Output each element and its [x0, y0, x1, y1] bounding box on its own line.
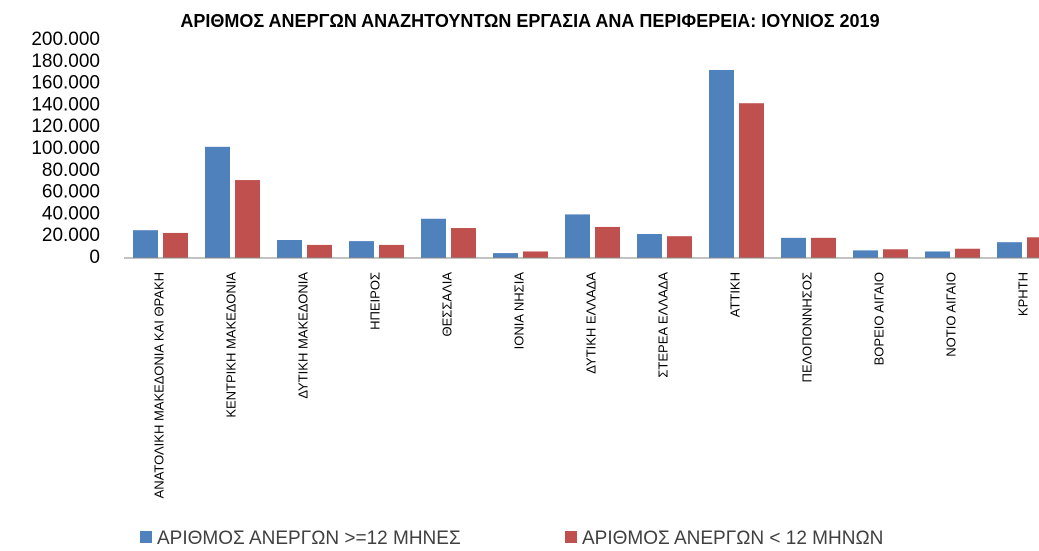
y-tick-label: 80.000 [42, 160, 100, 181]
y-tick-label: 40.000 [42, 203, 100, 224]
legend-label: ΑΡΙΘΜΟΣ ΑΝΕΡΓΩΝ >=12 ΜΗΝΕΣ [157, 528, 461, 549]
bar [349, 241, 374, 258]
bar [955, 248, 980, 258]
x-tick-label: ΚΕΝΤΡΙΚΗ ΜΑΚΕΔΟΝΙΑ [223, 272, 238, 418]
bar [235, 180, 260, 258]
bar [739, 103, 764, 258]
y-tick-label: 140.000 [31, 94, 100, 115]
bar [709, 69, 734, 258]
x-tick-label: ΒΟΡΕΙΟ ΑΙΓΑΙΟ [871, 272, 886, 365]
x-tick-label: ΚΡΗΤΗ [1015, 272, 1030, 316]
bar [421, 218, 446, 258]
bar [595, 226, 620, 258]
x-tick-label: ΑΝΑΤΟΛΙΚΗ ΜΑΚΕΔΟΝΙΑ ΚΑΙ ΘΡΑΚΗ [151, 272, 166, 498]
bar [997, 242, 1022, 258]
bar [565, 214, 590, 258]
legend-swatch [140, 531, 152, 543]
legend-label: ΑΡΙΘΜΟΣ ΑΝΕΡΓΩΝ < 12 ΜΗΝΩΝ [582, 528, 883, 549]
bar [667, 236, 692, 258]
bar [451, 228, 476, 258]
bar [811, 237, 836, 258]
x-tick-label: ΗΠΕΙΡΟΣ [367, 272, 382, 330]
bar [781, 237, 806, 258]
x-tick-label: ΘΕΣΣΑΛΙΑ [439, 272, 454, 337]
bar [523, 251, 548, 258]
bar [307, 244, 332, 258]
bar [379, 244, 404, 258]
x-tick-label: ΔΥΤΙΚΗ ΜΑΚΕΔΟΝΙΑ [295, 272, 310, 399]
x-tick-label: ΔΥΤΙΚΗ ΕΛΛΑΔΑ [583, 272, 598, 374]
bar [1027, 237, 1039, 258]
x-tick-label: ΙΟΝΙΑ ΝΗΣΙΑ [511, 272, 526, 350]
legend-swatch [565, 531, 577, 543]
y-tick-label: 20.000 [42, 225, 100, 246]
y-tick-label: 60.000 [42, 182, 100, 203]
bar [277, 240, 302, 258]
bar [205, 146, 230, 258]
bar [925, 251, 950, 258]
x-tick-label: ΠΕΛΟΠΟΝΝΗΣΟΣ [799, 272, 814, 382]
bar [883, 249, 908, 258]
y-tick-label: 200.000 [31, 29, 100, 50]
bar [853, 250, 878, 258]
bar [163, 232, 188, 258]
y-tick-label: 180.000 [31, 51, 100, 72]
bar [133, 230, 158, 258]
x-tick-label: ΝΟΤΙΟ ΑΙΓΑΙΟ [943, 272, 958, 357]
x-tick-label: ΣΤΕΡΕΑ ΕΛΛΑΔΑ [655, 272, 670, 378]
y-tick-label: 0 [89, 247, 100, 268]
x-tick-label: ΑΤΤΙΚΗ [727, 272, 742, 317]
y-tick-label: 120.000 [31, 116, 100, 137]
bar [637, 234, 662, 258]
chart-title: ΑΡΙΘΜΟΣ ΑΝΕΡΓΩΝ ΑΝΑΖΗΤΟΥΝΤΩΝ ΕΡΓΑΣΙΑ ΑΝΑ… [180, 11, 879, 31]
bar [493, 253, 518, 258]
y-tick-label: 160.000 [31, 73, 100, 94]
y-tick-label: 100.000 [31, 138, 100, 159]
